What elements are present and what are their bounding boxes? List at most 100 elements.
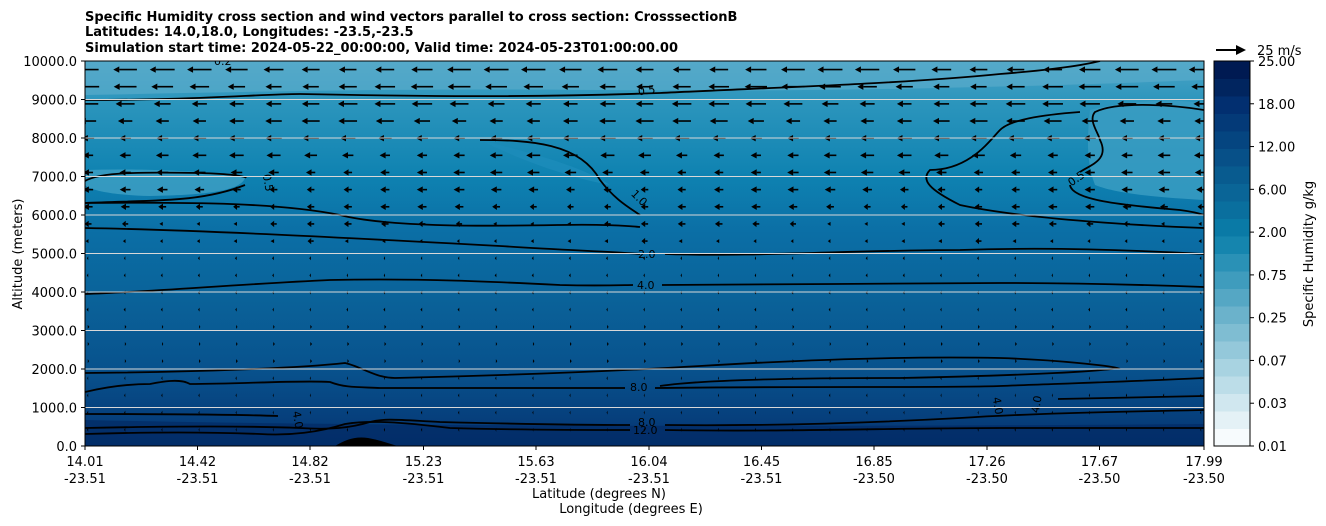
- wind-vector-arrowhead: [717, 427, 719, 432]
- wind-vector-arrowhead: [87, 393, 89, 398]
- colorbar-band: [1214, 236, 1250, 254]
- wind-vector-arrowhead: [149, 66, 156, 73]
- wind-vector-arrowhead: [1012, 239, 1017, 244]
- wind-vector-arrowhead: [680, 427, 682, 432]
- wind-vector-arrowhead: [532, 341, 535, 346]
- wind-vector-arrowhead: [570, 341, 572, 346]
- wind-vector-arrowhead: [866, 359, 869, 364]
- wind-vector-arrowhead: [569, 307, 571, 312]
- wind-vector-arrowhead: [713, 152, 720, 159]
- wind-vector-arrowhead: [120, 203, 126, 210]
- wind-vector-arrowhead: [681, 341, 684, 346]
- wind-vector-arrowhead: [1051, 393, 1053, 398]
- wind-vector-arrowhead: [1122, 203, 1128, 210]
- wind-vector-arrowhead: [495, 359, 498, 364]
- wind-vector-arrowhead: [455, 220, 460, 228]
- wind-vector-arrowhead: [903, 341, 906, 346]
- wind-vector-arrowhead: [745, 66, 752, 73]
- wind-vector-arrowhead: [827, 239, 831, 244]
- wind-vector-arrowhead: [1162, 273, 1165, 278]
- x-tick-label-lon: -23.51: [177, 472, 219, 487]
- wind-vector-arrowhead: [1126, 324, 1129, 329]
- wind-vector-arrowhead: [411, 100, 418, 108]
- wind-vector-arrowhead: [678, 239, 683, 244]
- wind-vector-arrowhead: [198, 393, 200, 398]
- y-tick-label: 9000.0: [32, 94, 78, 109]
- y-tick-label: 10000.0: [23, 55, 77, 70]
- wind-vector-arrowhead: [410, 83, 417, 90]
- wind-vector-arrowhead: [974, 203, 980, 210]
- wind-vector-arrowhead: [115, 100, 122, 108]
- wind-vector-arrowhead: [229, 152, 236, 159]
- wind-vector-arrowhead: [1200, 393, 1202, 398]
- wind-vector-arrowhead: [1159, 203, 1165, 210]
- wind-vector-arrowhead: [235, 393, 237, 398]
- wind-vector-arrowhead: [160, 307, 163, 312]
- x-tick-label-lat: 14.01: [66, 455, 103, 470]
- wind-vector-arrowhead: [272, 393, 274, 398]
- wind-vector-arrowhead: [792, 324, 795, 329]
- wind-vector-arrowhead: [194, 186, 201, 193]
- wind-vector-arrowhead: [754, 427, 756, 432]
- wind-vector-arrowhead: [273, 359, 275, 364]
- wind-vector-arrowhead: [310, 341, 313, 346]
- colorbar-frame: [1213, 60, 1251, 447]
- wind-vector-arrowhead: [864, 239, 868, 244]
- wind-vector-arrowhead: [977, 393, 979, 398]
- wind-vector-arrowhead: [1198, 239, 1202, 244]
- wind-vector-arrowhead: [187, 66, 194, 73]
- wind-vector-arrowhead: [750, 169, 757, 176]
- wind-vector-arrowhead: [866, 341, 869, 346]
- colorbar-band: [1214, 61, 1250, 79]
- wind-vector-arrowhead: [969, 100, 976, 108]
- wind-vector-arrowhead: [1043, 66, 1050, 73]
- wind-vector-arrowhead: [680, 273, 682, 278]
- wind-vector-arrowhead: [161, 410, 163, 415]
- colorbar-tick-label: 12.00: [1258, 141, 1295, 156]
- colorbar-band: [1214, 323, 1250, 342]
- wind-vector-arrowhead: [494, 307, 497, 312]
- wind-vector-arrowhead: [273, 324, 275, 329]
- wind-vector-arrowhead: [1125, 410, 1127, 415]
- wind-vector-arrowhead: [532, 427, 534, 432]
- wind-vector-arrowhead: [1043, 117, 1050, 125]
- wind-vector-arrowhead: [672, 83, 679, 90]
- colorbar-band: [1214, 428, 1250, 447]
- wind-vector-arrowhead: [791, 256, 794, 261]
- wind-vector-arrowhead: [791, 410, 794, 415]
- wind-vector-arrowhead: [495, 393, 497, 398]
- wind-vector-arrowhead: [272, 256, 274, 261]
- wind-vector-arrowhead: [638, 152, 645, 159]
- wind-vector-arrowhead: [124, 341, 127, 346]
- wind-vector-arrowhead: [1157, 152, 1164, 159]
- wind-vector-arrowhead: [1015, 324, 1017, 329]
- wind-vector-arrowhead: [113, 83, 120, 90]
- wind-vector-arrowhead: [643, 427, 645, 432]
- wind-vector-arrowhead: [1009, 152, 1016, 159]
- wind-vector-arrowhead: [606, 376, 608, 381]
- wind-vector-arrowhead: [233, 221, 237, 226]
- wind-vector-arrowhead: [1117, 100, 1124, 108]
- wind-vector-arrowhead: [567, 239, 571, 244]
- contour-label-8.0-lower: 8.0: [638, 416, 656, 429]
- wind-vector-arrowhead: [197, 273, 200, 278]
- wind-vector-arrowhead: [643, 393, 645, 398]
- wind-vector-arrowhead: [197, 256, 200, 261]
- colorbar-band: [1214, 218, 1250, 237]
- wind-vector-arrowhead: [940, 307, 942, 312]
- wind-vector-arrowhead: [494, 273, 497, 278]
- wind-vector-arrowhead: [113, 66, 120, 73]
- contour-label-4.0-left: 4.0: [290, 410, 306, 429]
- wind-vector-arrowhead: [903, 307, 905, 312]
- wind-vector-arrowhead: [606, 427, 608, 432]
- wind-vector-arrowhead: [272, 427, 274, 432]
- wind-vector-arrowhead: [1089, 324, 1092, 329]
- wind-vector-arrowhead: [938, 239, 942, 244]
- wind-vector-arrowhead: [192, 152, 199, 159]
- wind-vector-arrowhead: [380, 186, 386, 193]
- wind-vector-arrowhead: [1084, 186, 1091, 193]
- wind-vector-arrowhead: [708, 100, 715, 108]
- wind-vector-arrowhead: [569, 376, 571, 381]
- wind-vector-arrowhead: [751, 203, 757, 210]
- wind-vector-arrowhead: [307, 237, 312, 245]
